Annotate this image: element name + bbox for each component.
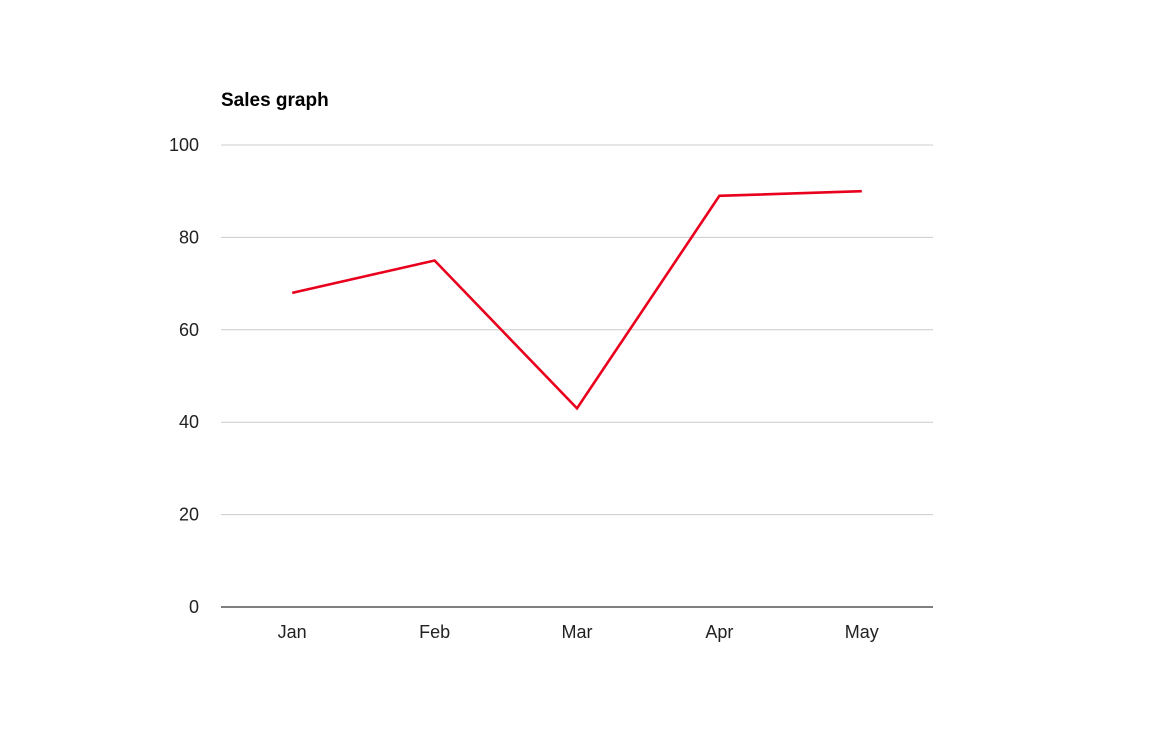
x-tick-label: Jan <box>278 622 307 642</box>
y-gridlines <box>221 144 933 608</box>
x-tick-label: Apr <box>705 622 733 642</box>
y-tick-label: 80 <box>179 227 199 247</box>
x-tick-label: Feb <box>419 622 450 642</box>
y-tick-label: 0 <box>189 597 199 617</box>
y-tick-label: 20 <box>179 505 199 525</box>
series-line-0 <box>291 189 862 411</box>
y-axis-tick-labels: 0 20 40 60 80 100 <box>169 135 199 617</box>
series-group <box>291 189 862 411</box>
chart-title: Sales graph <box>221 90 329 111</box>
y-tick-label: 40 <box>179 412 199 432</box>
y-tick-label: 100 <box>169 135 199 155</box>
x-axis-tick-labels: Jan Feb Mar Apr May <box>278 622 879 642</box>
x-tick-label: Mar <box>562 622 593 642</box>
x-tick-label: May <box>845 622 879 642</box>
y-tick-label: 60 <box>179 320 199 340</box>
